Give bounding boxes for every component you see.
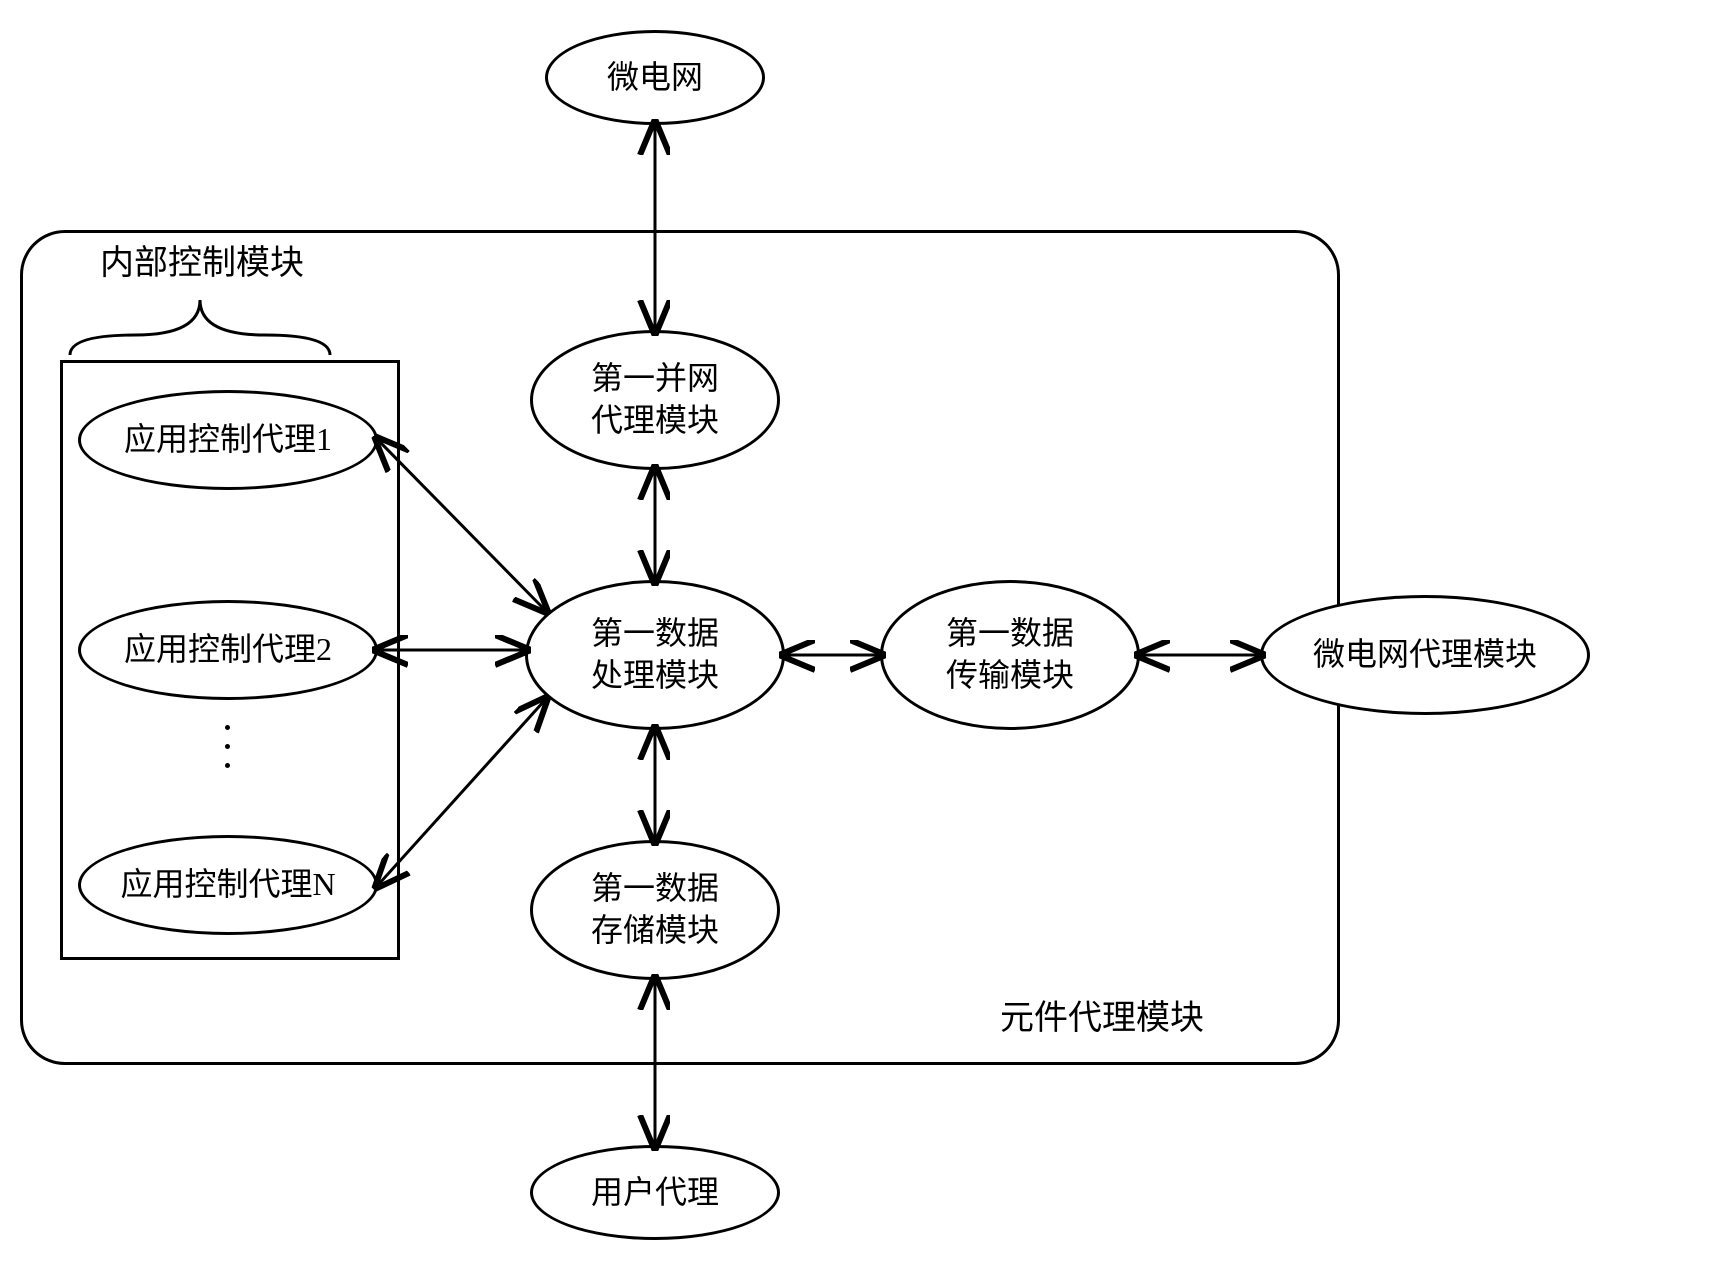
node-text-l1: 第一并网 (591, 358, 719, 400)
node-text-l2: 代理模块 (591, 400, 719, 442)
node-first-data-proc: 第一数据 处理模块 (525, 580, 785, 730)
node-microgrid: 微电网 (545, 30, 765, 125)
dot (225, 763, 230, 768)
node-text: 应用控制代理N (120, 864, 335, 906)
node-text: 应用控制代理2 (124, 629, 332, 671)
node-text: 应用控制代理1 (124, 419, 332, 461)
component-agent-label: 元件代理模块 (1000, 990, 1204, 1039)
node-text-l1: 第一数据 (591, 613, 719, 655)
node-user-agent: 用户代理 (530, 1145, 780, 1240)
node-text: 微电网代理模块 (1313, 634, 1537, 676)
node-text: 微电网 (607, 57, 703, 99)
node-text-l2: 传输模块 (946, 655, 1074, 697)
ellipsis-dots (225, 725, 230, 768)
node-microgrid-agent: 微电网代理模块 (1260, 595, 1590, 715)
node-text-l1: 第一数据 (946, 613, 1074, 655)
node-first-data-trans: 第一数据 传输模块 (880, 580, 1140, 730)
node-app-agent-1: 应用控制代理1 (78, 390, 378, 490)
node-app-agent-2: 应用控制代理2 (78, 600, 378, 700)
dot (225, 725, 230, 730)
inner-control-label: 内部控制模块 (100, 235, 304, 284)
node-text-l2: 处理模块 (591, 655, 719, 697)
node-app-agent-n: 应用控制代理N (78, 835, 378, 935)
node-text-l2: 存储模块 (591, 910, 719, 952)
dot (225, 744, 230, 749)
node-text: 用户代理 (591, 1172, 719, 1214)
node-text-l1: 第一数据 (591, 868, 719, 910)
node-first-grid-agent: 第一并网 代理模块 (530, 330, 780, 470)
node-first-data-store: 第一数据 存储模块 (530, 840, 780, 980)
